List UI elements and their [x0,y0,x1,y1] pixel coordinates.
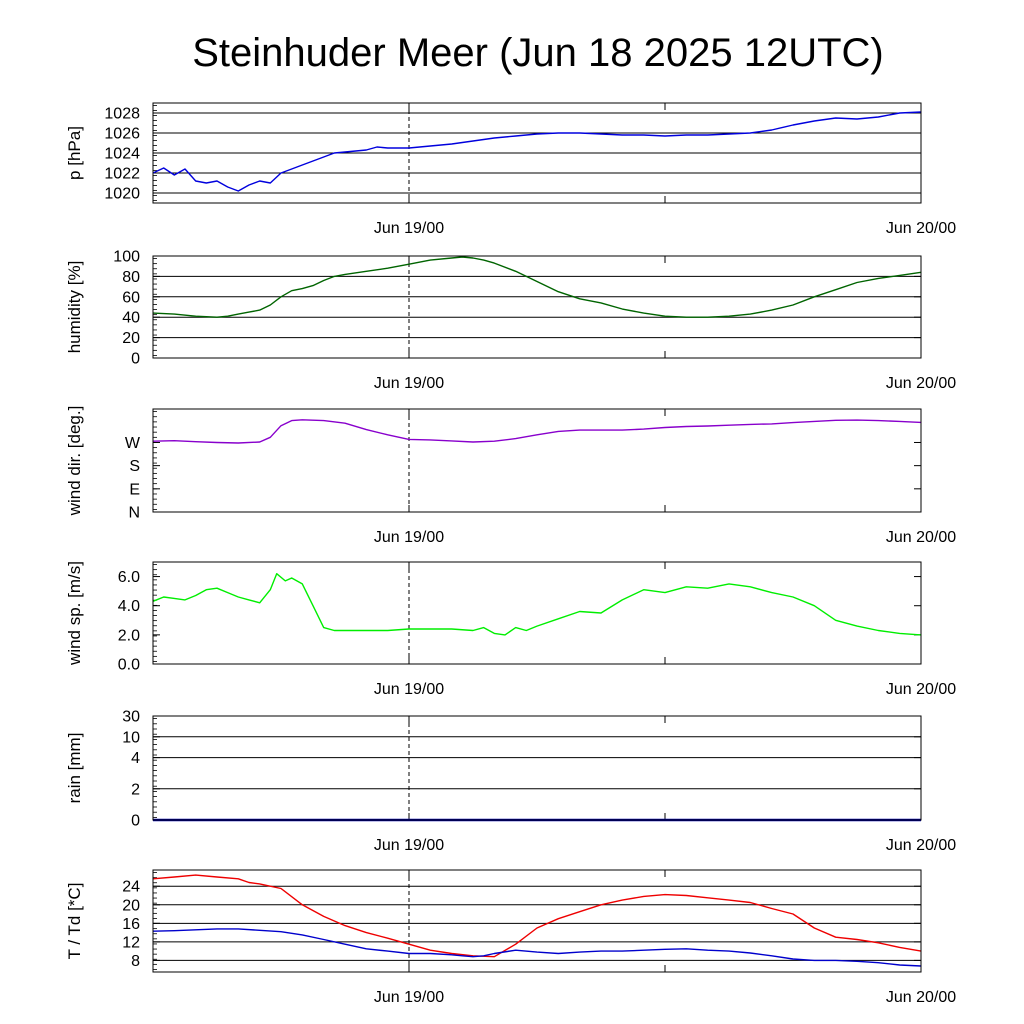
y-axis-label: wind dir. [deg.] [65,406,84,517]
y-tick-label: 24 [122,879,140,896]
x-tick-label: Jun 20/00 [886,529,956,546]
plot-frame [152,715,922,821]
y-tick-label: 0.0 [118,657,140,674]
y-tick-label: S [129,458,140,475]
y-tick-label: 4.0 [118,598,140,615]
x-tick-label: Jun 19/00 [374,837,444,854]
y-tick-label: 0 [131,351,140,368]
y-tick-label: E [129,481,140,498]
plot-frame [152,869,922,973]
chart-title: Steinhuder Meer (Jun 18 2025 12UTC) [192,31,883,75]
x-tick-label: Jun 19/00 [374,989,444,1006]
y-tick-label: 20 [122,330,140,347]
y-tick-label: 1024 [104,146,140,163]
y-tick-label: W [125,435,141,452]
x-tick-label: Jun 19/00 [374,681,444,698]
y-tick-label: 100 [113,249,140,266]
y-tick-label: 1026 [104,126,140,143]
y-tick-label: 2 [131,781,140,798]
y-tick-label: 2.0 [118,627,140,644]
y-tick-label: 20 [122,897,140,914]
y-tick-label: 16 [122,916,140,933]
y-tick-label: 40 [122,310,140,327]
x-tick-label: Jun 20/00 [886,375,956,392]
y-axis-label: T / Td [*C] [65,883,84,960]
x-tick-label: Jun 19/00 [374,529,444,546]
series-line-0 [152,874,922,958]
y-tick-label: 0 [131,813,140,830]
y-tick-label: 60 [122,289,140,306]
y-tick-label: 12 [122,934,140,951]
plot-frame [152,102,922,204]
y-tick-label: 1020 [104,186,140,203]
y-tick-label: 4 [131,750,140,767]
y-axis-label: rain [mm] [65,733,84,804]
y-tick-label: 10 [122,729,140,746]
plot-frame [152,561,922,665]
y-tick-label: 80 [122,269,140,286]
y-axis-label: humidity [%] [65,261,84,354]
series-line-0 [152,256,922,318]
y-tick-label: 30 [122,709,140,726]
x-tick-label: Jun 20/00 [886,989,956,1006]
series-line-0 [152,419,922,444]
plot-frame [152,255,922,359]
x-tick-label: Jun 20/00 [886,681,956,698]
y-tick-label: 1028 [104,106,140,123]
panel-0: 1020 1022 1024 1026 1028 Jun 19/00 Jun 20/00 p … [65,102,956,237]
y-tick-label: 6.0 [118,569,140,586]
plot-frame [152,408,922,513]
panel-1: 0 20 40 60 80 100 Jun 19/00 Jun 20/00 humidity [… [65,249,956,393]
y-axis-label: wind sp. [m/s] [65,561,84,666]
y-axis-label: p [hPa] [65,126,84,180]
x-tick-label: Jun 19/00 [374,220,444,237]
y-tick-label: 8 [131,953,140,970]
panel-3: 0.0 2.0 4.0 6.0 Jun 19/00 Jun 20/00 wind sp. [… [65,561,956,698]
x-tick-label: Jun 20/00 [886,837,956,854]
series-line-0 [152,111,922,192]
y-tick-label: N [128,505,140,522]
series-line-1 [152,928,922,967]
x-tick-label: Jun 19/00 [374,375,444,392]
series-line-0 [152,573,922,636]
y-tick-label: 1022 [104,166,140,183]
x-tick-label: Jun 20/00 [886,220,956,237]
panel-4: 0 2 4 10 30 Jun 19/00 Jun 20/00 rain [mm] [65,709,956,855]
